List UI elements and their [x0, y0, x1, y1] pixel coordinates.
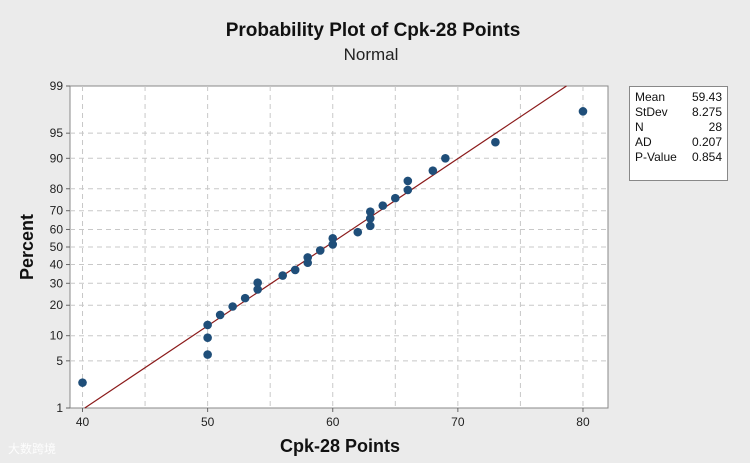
data-point [203, 333, 212, 343]
data-point [203, 320, 212, 330]
data-point [403, 185, 413, 195]
data-point [203, 350, 212, 359]
watermark: 大数跨境 [8, 442, 57, 456]
data-point [441, 154, 450, 163]
stats-row-stdev: StDev 8.275 [635, 105, 722, 120]
data-point [315, 246, 325, 255]
data-point [215, 310, 225, 320]
stat-label: N [635, 120, 644, 134]
data-point [365, 214, 375, 223]
points-layer [78, 107, 588, 387]
y-tick-label: 1 [56, 401, 63, 415]
x-tick-label: 60 [326, 415, 340, 429]
y-tick-label: 99 [50, 79, 64, 93]
stat-value: 0.207 [691, 135, 722, 149]
data-point [240, 293, 250, 303]
data-point [253, 278, 262, 287]
y-tick-label: 30 [50, 276, 64, 290]
tick-layer: 40 50 60 70 80 1 5 10 20 30 40 50 60 70 80 90 95 99 [50, 79, 590, 429]
stat-value: 28 [708, 120, 722, 134]
x-tick-label: 80 [576, 415, 590, 429]
stats-row-pvalue: P-Value 0.854 [635, 150, 722, 165]
data-point [290, 265, 300, 275]
chart-title: Probability Plot of Cpk-28 Points [226, 20, 521, 41]
y-axis-label: Percent [17, 214, 37, 280]
y-tick-label: 40 [50, 258, 64, 272]
stat-label: StDev [635, 105, 668, 119]
data-point [365, 221, 375, 231]
data-point [78, 378, 87, 387]
data-point [403, 176, 413, 186]
stat-label: AD [635, 135, 652, 149]
stats-row-mean: Mean 59.43 [635, 90, 722, 105]
stat-value: 8.275 [691, 105, 722, 119]
data-point [228, 302, 237, 311]
x-axis-label: Cpk-28 Points [280, 436, 400, 456]
stat-label: Mean [635, 90, 666, 104]
data-point [353, 227, 363, 237]
y-tick-label: 70 [50, 204, 64, 218]
data-point [365, 207, 375, 216]
stats-row-ad: AD 0.207 [635, 135, 722, 150]
y-tick-label: 90 [50, 151, 64, 165]
data-point [253, 285, 262, 294]
data-point [578, 107, 588, 116]
fit-line [84, 85, 567, 409]
y-tick-label: 50 [50, 240, 64, 254]
chart-subtitle: Normal [344, 45, 399, 64]
y-tick-label: 20 [50, 298, 64, 312]
data-point [328, 234, 338, 243]
y-tick-label: 80 [50, 182, 64, 196]
data-point [428, 166, 438, 175]
data-point [378, 201, 388, 210]
stats-legend: Mean 59.43 StDev 8.275 N 28 AD 0.207 P-V… [629, 86, 728, 181]
x-tick-label: 40 [76, 415, 90, 429]
y-tick-label: 60 [50, 222, 64, 236]
stat-label: P-Value [635, 150, 677, 164]
stat-value: 59.43 [691, 90, 722, 104]
x-tick-label: 70 [451, 415, 465, 429]
data-point [328, 240, 338, 249]
x-tick-label: 50 [201, 415, 215, 429]
data-point [391, 193, 400, 203]
y-tick-label: 95 [50, 126, 64, 140]
plot-area [69, 85, 609, 409]
data-point [491, 137, 500, 147]
y-tick-label: 10 [50, 329, 64, 343]
stats-row-n: N 28 [635, 120, 722, 135]
stat-value: 0.854 [691, 150, 722, 164]
y-tick-label: 5 [56, 354, 63, 368]
data-point [278, 271, 287, 280]
data-point [303, 253, 313, 262]
